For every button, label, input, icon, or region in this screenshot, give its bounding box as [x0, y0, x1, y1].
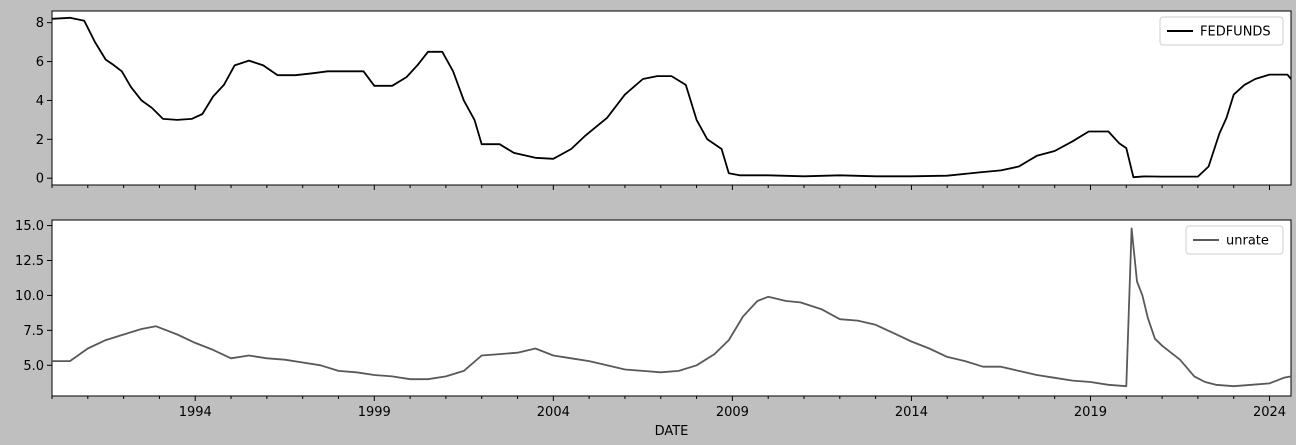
- fedfunds-series: [51, 16, 1292, 179]
- fedfunds-plot-area: [51, 10, 1292, 186]
- fedfunds-y-ticks: 0 2 4 6 8: [36, 16, 52, 187]
- series-line-unrate: [52, 227, 1292, 388]
- y-tick-label: 2: [36, 133, 44, 148]
- y-tick-label: 0: [36, 172, 44, 187]
- y-tick-label: 4: [36, 94, 44, 109]
- fedfunds-legend: FEDFUNDS: [1159, 16, 1284, 46]
- y-tick-label: 5.0: [23, 359, 44, 374]
- x-tick-label: 2014: [895, 405, 928, 420]
- x-tick-label: 2009: [716, 405, 749, 420]
- unrate-x-ticks: 1994 1999 2004 2009 2014 2019 2024: [51, 396, 1286, 420]
- x-tick-label: 2019: [1074, 405, 1107, 420]
- x-tick-label: 1994: [179, 405, 212, 420]
- x-tick-label: 1999: [358, 405, 391, 420]
- fedfunds-panel: 0 2 4 6 8 FEDFUNDS: [36, 10, 1292, 190]
- unrate-legend-label: unrate: [1226, 234, 1269, 249]
- y-tick-label: 12.5: [15, 254, 44, 269]
- y-tick-label: 6: [36, 55, 44, 70]
- series-line-fedfunds: [51, 16, 1292, 179]
- x-axis-label: DATE: [655, 424, 689, 439]
- fedfunds-x-ticks: [51, 185, 1271, 190]
- fedfunds-legend-label: FEDFUNDS: [1200, 25, 1271, 40]
- x-tick-label: 2024: [1253, 405, 1286, 420]
- unrate-plot-area: [51, 219, 1292, 397]
- y-tick-label: 15.0: [15, 219, 44, 234]
- unrate-legend: unrate: [1185, 225, 1284, 255]
- unrate-series: [52, 227, 1292, 388]
- unrate-y-ticks: 5.0 7.5 10.0 12.5 15.0: [15, 219, 52, 374]
- y-tick-label: 8: [36, 16, 44, 31]
- unrate-legend-box: [1185, 225, 1284, 255]
- x-tick-label: 2004: [537, 405, 570, 420]
- y-tick-label: 10.0: [15, 289, 44, 304]
- fedfunds-legend-box: [1159, 16, 1284, 46]
- y-tick-label: 7.5: [23, 324, 44, 339]
- unrate-panel: 1994 1999 2004 2009 2014 2019 2024 5.0 7.5 10.0 1…: [15, 219, 1292, 439]
